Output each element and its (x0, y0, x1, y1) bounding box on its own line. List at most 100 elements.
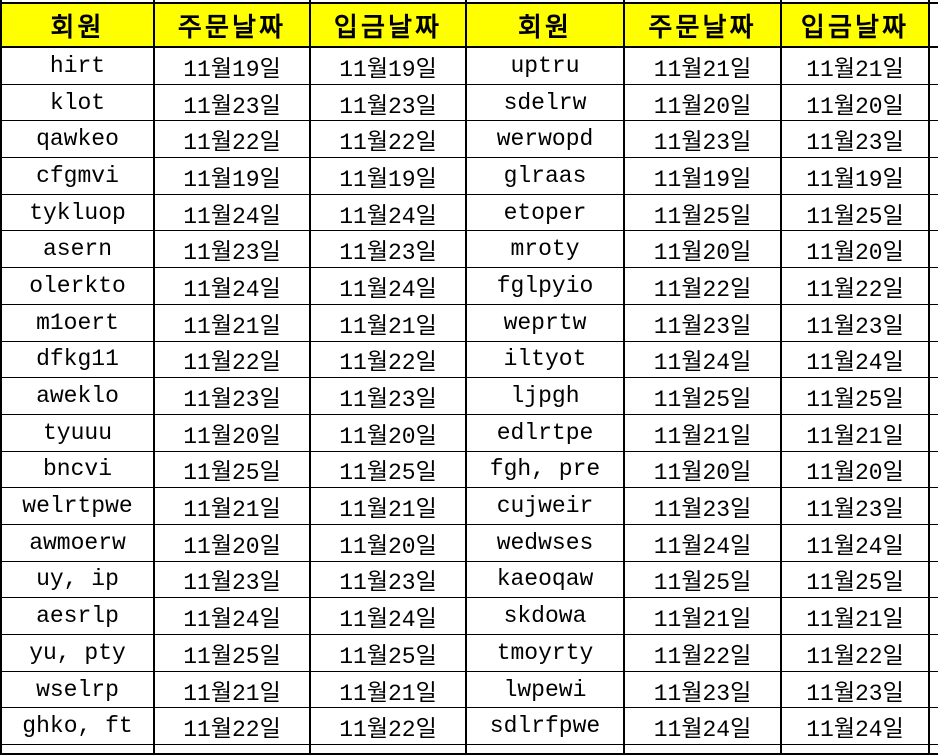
deposit-date-cell[interactable]: 11월25일 (782, 378, 930, 415)
deposit-date-cell[interactable]: 11월21일 (311, 671, 467, 709)
deposit-date-cell[interactable]: 11월25일 (311, 635, 467, 672)
deposit-date-cell[interactable]: 11월23일 (311, 84, 467, 122)
order-date-cell[interactable]: 11월24일 (625, 341, 782, 379)
member-cell[interactable]: etoper (467, 194, 625, 232)
deposit-date-cell[interactable]: 11월20일 (311, 414, 467, 452)
deposit-date-cell[interactable]: 11월20일 (782, 451, 930, 489)
member-cell[interactable]: werwopd (467, 121, 625, 159)
member-cell[interactable]: yu, pty (2, 635, 155, 672)
deposit-date-cell[interactable]: 11월25일 (311, 451, 467, 489)
member-cell[interactable]: glraas (467, 158, 625, 195)
order-date-cell[interactable]: 11월23일 (155, 561, 311, 599)
deposit-date-cell[interactable]: 11월24일 (311, 598, 467, 635)
deposit-date-cell[interactable]: 11월23일 (311, 231, 467, 269)
header-cell-order-date-right[interactable]: 주문날짜 (625, 4, 782, 48)
deposit-date-cell[interactable]: 11월21일 (311, 488, 467, 525)
deposit-date-cell[interactable]: 11월19일 (311, 48, 467, 85)
member-cell[interactable]: uptru (467, 48, 625, 85)
member-cell[interactable]: bncvi (2, 451, 155, 489)
member-cell[interactable]: tykluop (2, 194, 155, 232)
deposit-date-cell[interactable]: 11월23일 (782, 671, 930, 709)
member-cell[interactable]: wedwses (467, 524, 625, 562)
order-date-cell[interactable]: 11월23일 (155, 378, 311, 415)
order-date-cell[interactable]: 11월23일 (155, 231, 311, 269)
order-date-cell[interactable]: 11월19일 (625, 158, 782, 195)
member-cell[interactable]: edlrtpe (467, 414, 625, 452)
member-cell[interactable]: aesrlp (2, 598, 155, 635)
header-cell-deposit-date-left[interactable]: 입금날짜 (311, 4, 467, 48)
order-date-cell[interactable]: 11월23일 (155, 84, 311, 122)
order-date-cell[interactable]: 11월21일 (155, 671, 311, 709)
header-cell-order-date-left[interactable]: 주문날짜 (155, 4, 311, 48)
deposit-date-cell[interactable]: 11월23일 (782, 121, 930, 159)
order-date-cell[interactable]: 11월24일 (155, 598, 311, 635)
order-date-cell[interactable]: 11월25일 (625, 378, 782, 415)
deposit-date-cell[interactable]: 11월22일 (311, 708, 467, 746)
order-date-cell[interactable]: 11월23일 (625, 488, 782, 525)
member-cell[interactable]: ghko, ft (2, 708, 155, 746)
deposit-date-cell[interactable]: 11월23일 (782, 304, 930, 342)
order-date-cell[interactable]: 11월22일 (155, 708, 311, 746)
header-cell-member-right[interactable]: 회원 (467, 4, 625, 48)
member-cell[interactable]: ljpgh (467, 378, 625, 415)
member-cell[interactable]: qawkeo (2, 121, 155, 159)
deposit-date-cell[interactable]: 11월24일 (311, 194, 467, 232)
member-cell[interactable]: aweklo (2, 378, 155, 415)
order-date-cell[interactable]: 11월24일 (625, 708, 782, 746)
deposit-date-cell[interactable]: 11월21일 (782, 414, 930, 452)
deposit-date-cell[interactable]: 11월23일 (311, 561, 467, 599)
member-cell[interactable]: tmoyrty (467, 635, 625, 672)
member-cell[interactable]: weprtw (467, 304, 625, 342)
deposit-date-cell[interactable]: 11월20일 (311, 524, 467, 562)
member-cell[interactable]: olerkto (2, 268, 155, 305)
order-date-cell[interactable]: 11월21일 (155, 488, 311, 525)
deposit-date-cell[interactable]: 11월22일 (782, 268, 930, 305)
member-cell[interactable]: skdowa (467, 598, 625, 635)
member-cell[interactable]: dfkg11 (2, 341, 155, 379)
member-cell[interactable]: wselrp (2, 671, 155, 709)
deposit-date-cell[interactable]: 11월24일 (782, 708, 930, 746)
member-cell[interactable]: sdelrw (467, 84, 625, 122)
member-cell[interactable]: sdlrfpwe (467, 708, 625, 746)
member-cell[interactable]: kaeoqaw (467, 561, 625, 599)
deposit-date-cell[interactable]: 11월19일 (782, 158, 930, 195)
member-cell[interactable]: iltyot (467, 341, 625, 379)
deposit-date-cell[interactable]: 11월20일 (782, 84, 930, 122)
deposit-date-cell[interactable]: 11월20일 (782, 231, 930, 269)
member-cell[interactable]: awmoerw (2, 524, 155, 562)
order-date-cell[interactable]: 11월21일 (155, 304, 311, 342)
order-date-cell[interactable]: 11월24일 (155, 194, 311, 232)
order-date-cell[interactable]: 11월20일 (155, 414, 311, 452)
order-date-cell[interactable]: 11월22일 (155, 121, 311, 159)
order-date-cell[interactable]: 11월24일 (625, 524, 782, 562)
deposit-date-cell[interactable]: 11월21일 (782, 48, 930, 85)
member-cell[interactable]: cujweir (467, 488, 625, 525)
deposit-date-cell[interactable]: 11월23일 (311, 378, 467, 415)
member-cell[interactable]: asern (2, 231, 155, 269)
order-date-cell[interactable]: 11월23일 (625, 671, 782, 709)
deposit-date-cell[interactable]: 11월22일 (311, 341, 467, 379)
member-cell[interactable]: lwpewi (467, 671, 625, 709)
deposit-date-cell[interactable]: 11월25일 (782, 561, 930, 599)
deposit-date-cell[interactable]: 11월19일 (311, 158, 467, 195)
deposit-date-cell[interactable]: 11월21일 (782, 598, 930, 635)
deposit-date-cell[interactable]: 11월24일 (782, 524, 930, 562)
header-cell-member-left[interactable]: 회원 (2, 4, 155, 48)
member-cell[interactable]: fgh, pre (467, 451, 625, 489)
deposit-date-cell[interactable]: 11월25일 (782, 194, 930, 232)
order-date-cell[interactable]: 11월21일 (625, 598, 782, 635)
order-date-cell[interactable]: 11월22일 (625, 635, 782, 672)
order-date-cell[interactable]: 11월20일 (155, 524, 311, 562)
member-cell[interactable]: tyuuu (2, 414, 155, 452)
order-date-cell[interactable]: 11월22일 (625, 268, 782, 305)
member-cell[interactable]: hirt (2, 48, 155, 85)
order-date-cell[interactable]: 11월19일 (155, 48, 311, 85)
member-cell[interactable]: welrtpwe (2, 488, 155, 525)
order-date-cell[interactable]: 11월25일 (155, 635, 311, 672)
deposit-date-cell[interactable]: 11월23일 (782, 488, 930, 525)
order-date-cell[interactable]: 11월22일 (155, 341, 311, 379)
order-date-cell[interactable]: 11월20일 (625, 84, 782, 122)
member-cell[interactable]: cfgmvi (2, 158, 155, 195)
order-date-cell[interactable]: 11월20일 (625, 451, 782, 489)
order-date-cell[interactable]: 11월19일 (155, 158, 311, 195)
